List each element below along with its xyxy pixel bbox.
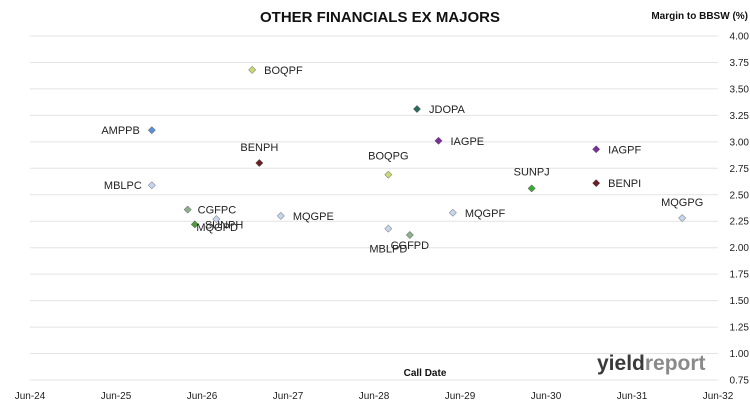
point-label-mqgpg: MQGPG: [661, 197, 703, 209]
y-tick-label: 3.00: [730, 137, 750, 148]
point-marker-mqgpd: [212, 215, 221, 224]
x-tick-label: Jun-29: [445, 391, 476, 402]
point-marker-iagpe: [434, 136, 443, 145]
point-marker-sunpj: [527, 184, 536, 193]
point-label-benpi: BENPI: [608, 178, 641, 190]
point-label-sunph: SUNPH: [205, 219, 244, 231]
x-tick-label: Jun-24: [15, 391, 46, 402]
y-tick-label: 1.75: [730, 270, 750, 281]
y-tick-label: 4.00: [730, 32, 750, 43]
x-tick-labels: Jun-24 Jun-25 Jun-26 Jun-27 Jun-28 Jun-29 Jun-…: [15, 391, 734, 402]
x-tick-label: Jun-25: [101, 391, 132, 402]
x-tick-label: Jun-30: [531, 391, 562, 402]
point-label-iagpf: IAGPF: [608, 144, 641, 156]
y-tick-labels: 0.75 1.00 1.25 1.50 1.75 2.00 2.25 2.50 2.75 3.00…: [730, 32, 750, 387]
point-label-amppb: AMPPB: [101, 125, 140, 137]
point-label-cgfpd: CGFPD: [391, 240, 430, 252]
point-marker-iagpf: [592, 145, 601, 154]
point-marker-boqpg: [384, 170, 393, 179]
y-axis-label: Margin to BBSW (%): [651, 11, 748, 22]
point-label-mblpc: MBLPC: [104, 180, 142, 192]
point-marker-mqgpe: [276, 211, 285, 220]
point-label-jdopa: JDOPA: [429, 104, 466, 116]
point-label-sunpj: SUNPJ: [514, 166, 550, 178]
point-label-mqgpd: MQGPD: [196, 222, 238, 234]
point-marker-mblpd: [384, 224, 393, 233]
yieldreport-logo: yieldreport: [597, 352, 706, 375]
grid-lines: [30, 35, 718, 381]
svg-text:yieldreport: yieldreport: [597, 352, 706, 375]
y-tick-label: 1.50: [730, 296, 750, 307]
data-points: [147, 65, 687, 239]
y-tick-label: 3.75: [730, 58, 750, 69]
x-tick-label: Jun-26: [187, 391, 218, 402]
point-marker-benpi: [592, 179, 601, 188]
point-label-iagpe: IAGPE: [451, 136, 485, 148]
y-tick-label: 2.75: [730, 164, 750, 175]
point-marker-mqgpf: [448, 208, 457, 217]
point-marker-jdopa: [413, 105, 421, 113]
x-axis-label: Call Date: [404, 368, 447, 379]
point-label-mqgpf: MQGPF: [465, 208, 506, 220]
point-label-benph: BENPH: [240, 142, 278, 154]
point-label-mblpd: MBLPD: [369, 244, 407, 256]
y-tick-label: 3.25: [730, 111, 750, 122]
x-tick-label: Jun-31: [617, 391, 648, 402]
point-marker-mblpc: [147, 181, 156, 190]
y-tick-label: 1.00: [730, 349, 750, 360]
y-tick-label: 2.25: [730, 217, 750, 228]
x-tick-label: Jun-32: [703, 391, 734, 402]
point-marker-mqgpg: [678, 214, 687, 223]
point-label-mqgpe: MQGPE: [293, 211, 334, 223]
y-tick-label: 3.50: [730, 84, 750, 95]
logo-text-yield: yield: [597, 352, 645, 375]
point-marker-benph: [255, 159, 264, 167]
point-marker-cgfpc: [183, 205, 192, 214]
point-marker-boqpf: [248, 65, 257, 74]
x-tick-label: Jun-28: [359, 391, 390, 402]
point-label-cgfpc: CGFPC: [198, 205, 237, 217]
y-tick-label: 0.75: [730, 376, 750, 387]
y-tick-label: 2.50: [730, 190, 750, 201]
point-label-boqpg: BOQPG: [368, 151, 408, 163]
point-marker-amppb: [147, 126, 156, 135]
point-marker-sunph: [190, 220, 199, 229]
point-marker-cgfpd: [405, 231, 414, 239]
logo-text-report: report: [645, 352, 706, 375]
chart-title: OTHER FINANCIALS EX MAJORS: [260, 9, 500, 26]
y-tick-label: 1.25: [730, 323, 750, 334]
point-label-boqpf: BOQPF: [264, 65, 303, 77]
y-tick-label: 2.00: [730, 243, 750, 254]
x-tick-label: Jun-27: [273, 391, 304, 402]
